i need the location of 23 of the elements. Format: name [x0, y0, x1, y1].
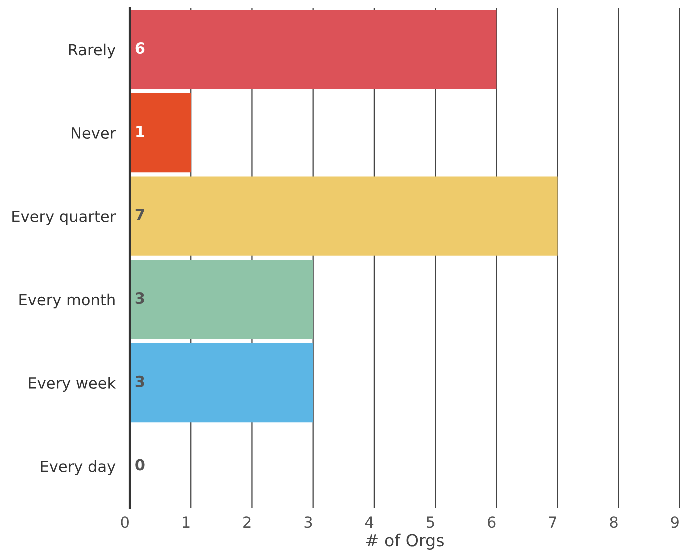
y-tick-label: Every day: [41, 460, 116, 476]
x-tick-label: 3: [304, 516, 312, 528]
y-tick-label: Never: [72, 128, 116, 140]
y-tick-label: Every month: [20, 294, 115, 309]
y-tick-label: Every quarter: [12, 211, 116, 226]
x-tick-label: 0: [121, 516, 129, 528]
data-label: 7: [136, 209, 144, 221]
data-label: 1: [136, 126, 144, 138]
x-tick-label: 2: [244, 516, 251, 528]
data-label: 6: [136, 42, 145, 54]
x-tick-label: 1: [183, 516, 190, 528]
x-tick-label: 6: [488, 516, 496, 528]
y-tick-label: Every week: [29, 377, 116, 392]
data-label: 3: [136, 292, 144, 304]
x-axis-title: # of Orgs: [366, 534, 444, 550]
x-tick-label: 5: [427, 516, 434, 528]
x-tick-label: 8: [610, 516, 618, 528]
x-tick-label: 7: [549, 516, 556, 528]
data-label: 0: [136, 459, 145, 471]
x-tick-label: 4: [365, 516, 374, 528]
data-label: 3: [136, 376, 144, 388]
x-tick-label: 9: [671, 516, 679, 528]
y-tick-label: Rarely: [69, 44, 116, 59]
